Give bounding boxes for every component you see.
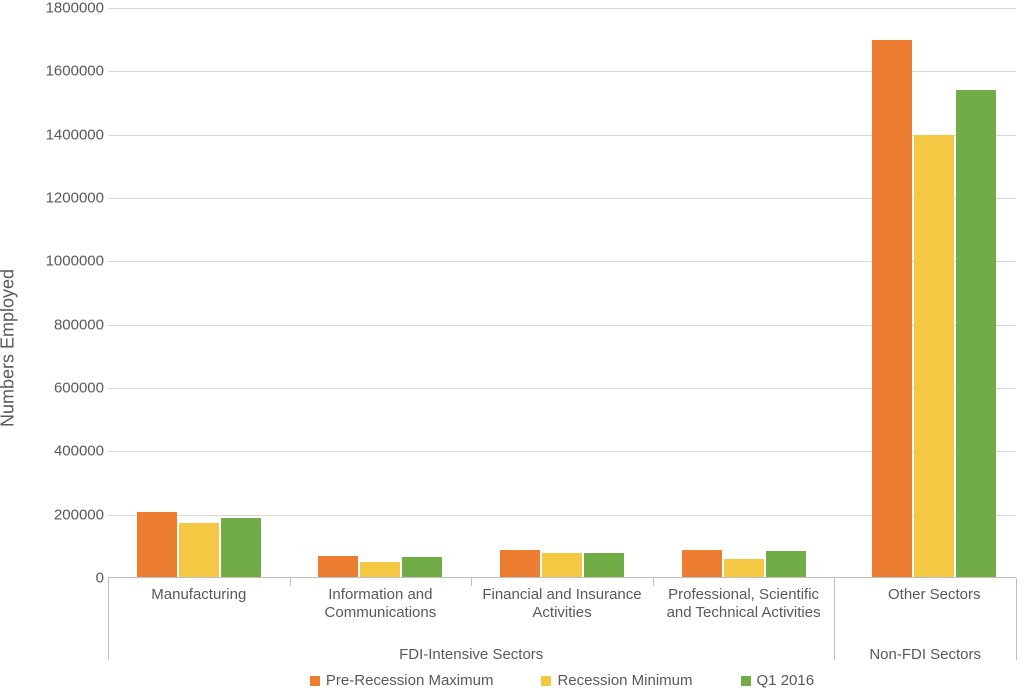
legend-swatch-icon [310, 676, 320, 686]
y-axis-title: Numbers Employed [0, 269, 19, 427]
category-labels: Manufacturing Information and Communicati… [108, 586, 1016, 642]
bar [179, 523, 219, 578]
y-tick-label: 1800000 [46, 0, 104, 17]
category-label: Manufacturing [117, 586, 280, 604]
category-label: Financial and Insurance Activities [480, 586, 643, 622]
bar [137, 512, 177, 579]
y-tick-label: 0 [96, 570, 104, 587]
super-group-label: FDI-Intensive Sectors [108, 646, 834, 663]
bar-group [117, 512, 280, 579]
bar [682, 550, 722, 579]
y-tick-label: 1600000 [46, 63, 104, 80]
bar-group [662, 550, 825, 579]
y-tick-label: 1400000 [46, 126, 104, 143]
y-tick-label: 800000 [54, 316, 104, 333]
bar [724, 559, 764, 578]
section-divider [1016, 578, 1017, 660]
bar-group [299, 556, 462, 578]
bar [318, 556, 358, 578]
employment-chart: Numbers Employed 0 200000 400000 600000 8000… [0, 0, 1024, 696]
legend-label: Pre-Recession Maximum [326, 672, 494, 689]
tick-mark [653, 578, 654, 586]
tick-mark [290, 578, 291, 586]
y-tick-label: 600000 [54, 380, 104, 397]
super-group-labels: FDI-Intensive SectorsNon-FDI Sectors [108, 646, 1016, 666]
bar [360, 562, 400, 578]
category-label: Other Sectors [853, 586, 1016, 604]
tick-mark [471, 578, 472, 586]
category-label: Information and Communications [299, 586, 462, 622]
bar [584, 553, 624, 578]
legend-item-pre-recession: Pre-Recession Maximum [310, 672, 494, 689]
legend-item-q1-2016: Q1 2016 [741, 672, 815, 689]
bar [221, 518, 261, 578]
plot-area [108, 8, 1016, 578]
super-group-label: Non-FDI Sectors [834, 646, 1016, 663]
bar-group [480, 550, 643, 579]
bar-group [853, 40, 1016, 578]
x-axis-line [108, 577, 1016, 578]
bar [402, 557, 442, 578]
legend-swatch-icon [541, 676, 551, 686]
legend-item-recession-min: Recession Minimum [541, 672, 692, 689]
legend: Pre-Recession Maximum Recession Minimum … [108, 672, 1016, 689]
y-tick-label: 1200000 [46, 190, 104, 207]
legend-swatch-icon [741, 676, 751, 686]
legend-label: Recession Minimum [557, 672, 692, 689]
bar [542, 553, 582, 578]
y-tick-label: 200000 [54, 506, 104, 523]
bar [914, 135, 954, 578]
category-label: Professional, Scientific and Technical A… [662, 586, 825, 622]
bar [956, 90, 996, 578]
bar [766, 551, 806, 578]
y-tick-label: 1000000 [46, 253, 104, 270]
bar [500, 550, 540, 579]
y-tick-label: 400000 [54, 443, 104, 460]
bar [872, 40, 912, 578]
legend-label: Q1 2016 [757, 672, 815, 689]
